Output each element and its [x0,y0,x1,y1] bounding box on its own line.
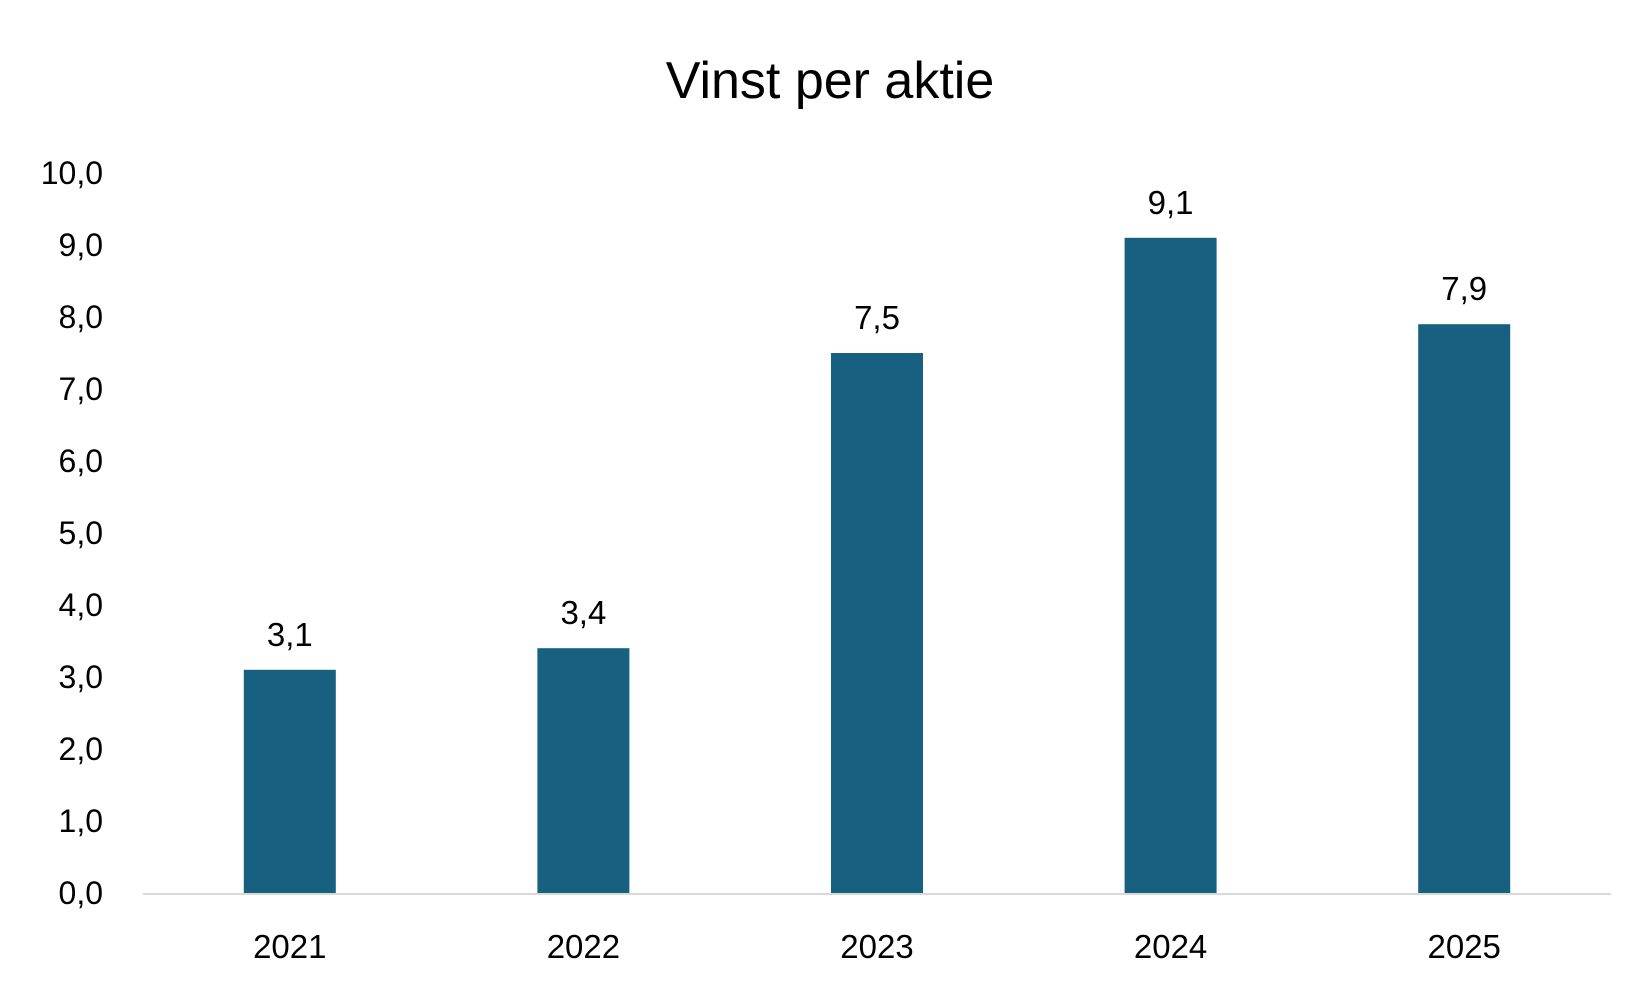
x-tick-label: 2024 [1134,928,1207,965]
x-tick-label: 2021 [253,928,326,965]
bar-2025 [1418,324,1511,893]
bar-2021 [243,669,336,893]
y-tick-label: 9,0 [59,227,103,263]
y-tick-label: 7,0 [59,371,103,407]
y-tick-label: 1,0 [59,803,103,839]
data-label: 3,4 [560,594,606,631]
y-tick-label: 6,0 [59,443,103,479]
chart-title: Vinst per aktie [666,52,995,110]
y-tick-label: 10,0 [41,155,103,191]
x-axis: 2021 2022 2023 2024 2025 [253,928,1501,965]
data-label: 3,1 [267,616,313,653]
y-tick-label: 4,0 [59,587,103,623]
bar-2024 [1124,237,1217,894]
x-tick-label: 2023 [840,928,913,965]
bar-2022 [537,648,630,893]
data-label: 7,5 [854,299,900,336]
y-tick-label: 8,0 [59,299,103,335]
y-tick-label: 2,0 [59,731,103,767]
data-label: 7,9 [1441,270,1487,307]
x-tick-label: 2025 [1427,928,1500,965]
bar-2023 [831,353,923,893]
x-tick-label: 2022 [547,928,620,965]
y-tick-label: 5,0 [59,515,103,551]
bars: 3,1 3,4 7,5 9,1 7,9 [243,184,1511,894]
y-tick-label: 0,0 [59,875,103,911]
data-label: 9,1 [1148,184,1194,221]
y-tick-label: 3,0 [59,659,103,695]
y-axis: 0,0 1,0 2,0 3,0 4,0 5,0 6,0 7,0 8,0 9,0 10,0 [41,155,103,911]
